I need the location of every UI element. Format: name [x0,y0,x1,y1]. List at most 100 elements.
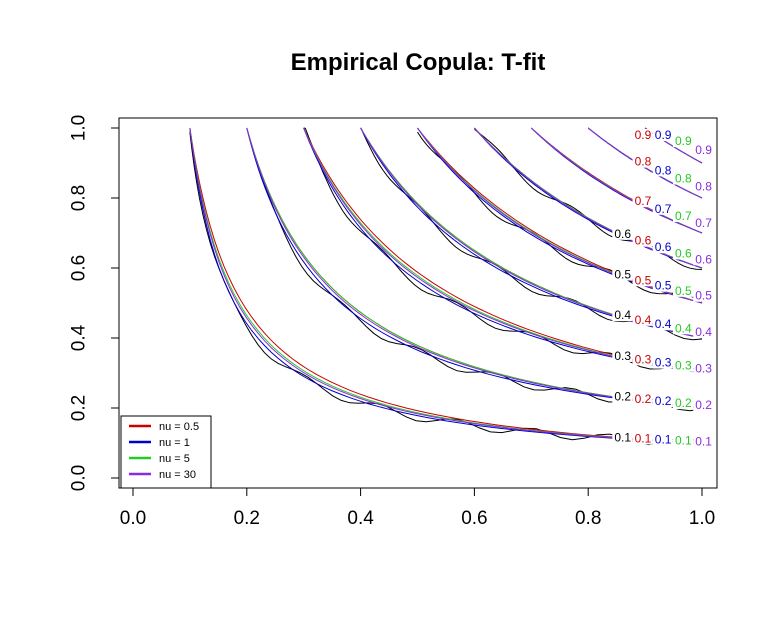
contour-label: 0.7 [675,209,692,223]
x-tick-label: 0.8 [575,508,601,529]
contour-label: 0.6 [675,246,692,260]
contour-label: 0.9 [655,128,672,142]
x-tick-label: 0.2 [234,508,260,529]
y-axis: 0.0 0.2 0.4 0.6 0.8 1.0 [69,115,120,491]
contour-label-bg [693,216,714,229]
y-tick-label: 0.8 [69,185,90,211]
contour-label: 0.9 [635,128,652,142]
contour-label: 0.7 [695,216,712,230]
contour-label: 0.1 [655,433,672,447]
contour-label: 0.3 [675,359,692,373]
contour-label-bg [673,359,694,372]
legend-label: nu = 0.5 [159,421,199,433]
contour-label-bg [632,392,653,405]
contour-label: 0.8 [675,172,692,186]
contour-line-empirical [417,131,703,303]
y-tick-label: 0.6 [69,255,90,281]
contour-label-bg [693,289,714,302]
contour-label: 0.5 [635,273,652,287]
contour-label: 0.6 [695,252,712,266]
contour-label-bg [652,433,673,446]
contour-label: 0.4 [695,325,712,339]
contour-label: 0.5 [614,268,631,282]
x-axis: 0.0 0.2 0.4 0.6 0.8 1.0 [120,487,715,529]
legend-label: nu = 5 [159,453,190,465]
contour-label-bg [652,202,673,215]
y-tick-label: 0.2 [69,395,90,421]
contour-label-bg [673,135,694,148]
legend-box [120,415,212,489]
contour-label-bg [632,353,653,366]
x-tick-label: 1.0 [689,508,715,529]
contour-label: 0.5 [655,279,672,293]
contour-label: 0.2 [635,392,652,406]
chart-title: Empirical Copula: T-fit [291,49,546,76]
contour-label-bg [673,284,694,297]
contour-label-bg [652,279,673,292]
contour-label-bg [652,356,673,369]
contour-label: 0.6 [635,234,652,248]
contour-line-nu-0-5 [303,127,703,374]
contour-label: 0.4 [614,308,631,322]
contour-label-bg [673,322,694,335]
contour-label: 0.4 [675,321,692,335]
contour-label-bg [632,313,653,326]
contour-label-bg [652,395,673,408]
contour-label: 0.1 [695,435,712,449]
contour-label-bg [652,318,673,331]
contour-label: 0.5 [675,284,692,298]
contour-line-nu-1 [246,127,703,409]
contour-label: 0.6 [614,227,631,241]
contour-label-bg [693,326,714,339]
contour-line-nu-30 [189,127,703,444]
contour-label-bg [612,227,633,240]
contour-label: 0.8 [655,163,672,177]
contour-label-bg [612,268,633,281]
contour-label: 0.9 [695,143,712,157]
contour-line-nu-30 [303,127,703,374]
contour-label-bg [693,362,714,375]
contour-label-bg [673,209,694,222]
contour-label: 0.8 [635,155,652,169]
y-tick-label: 0.4 [69,324,90,351]
contour-label-bg [632,274,653,287]
contour-line-nu-1 [189,127,703,444]
contour-label: 0.3 [635,352,652,366]
contour-label-bg [652,129,673,141]
legend-label: nu = 1 [159,437,190,449]
contour-label-bg [673,434,694,447]
contour-label: 0.2 [675,396,692,410]
contour-label: 0.3 [695,362,712,376]
legend-label: nu = 30 [159,469,196,481]
contour-labels: 0.10.20.30.40.50.60.10.20.30.40.50.60.70… [612,128,714,449]
contour-label: 0.1 [675,434,692,448]
contour-label-bg [673,172,694,185]
x-tick-label: 0.4 [347,508,374,529]
contour-label-bg [632,195,653,208]
contour-label: 0.3 [614,349,631,363]
contour-label-bg [612,349,633,362]
contour-label: 0.1 [614,430,631,444]
contour-label: 0.3 [655,356,672,370]
y-tick-label: 0.0 [69,465,90,491]
contour-line-empirical [360,127,703,341]
contour-label: 0.2 [614,390,631,404]
contour-line-nu-0-5 [189,127,703,444]
contour-line-nu-30 [246,127,703,409]
contour-label-bg [652,241,673,254]
contour-label: 0.8 [695,179,712,193]
x-tick-label: 0.0 [120,508,146,529]
contour-label: 0.7 [635,194,652,208]
contour-label: 0.2 [695,398,712,412]
y-tick-label: 1.0 [69,115,90,141]
legend: nu = 0.5 nu = 1 nu = 5 nu = 30 [120,415,212,489]
contour-line-nu-1 [417,127,703,304]
contour-label: 0.7 [655,202,672,216]
contour-label-bg [673,247,694,260]
contour-label: 0.4 [655,317,672,331]
contour-label: 0.6 [655,240,672,254]
contour-label-bg [693,399,714,412]
contour-label-bg [652,164,673,177]
contour-label: 0.5 [695,289,712,303]
